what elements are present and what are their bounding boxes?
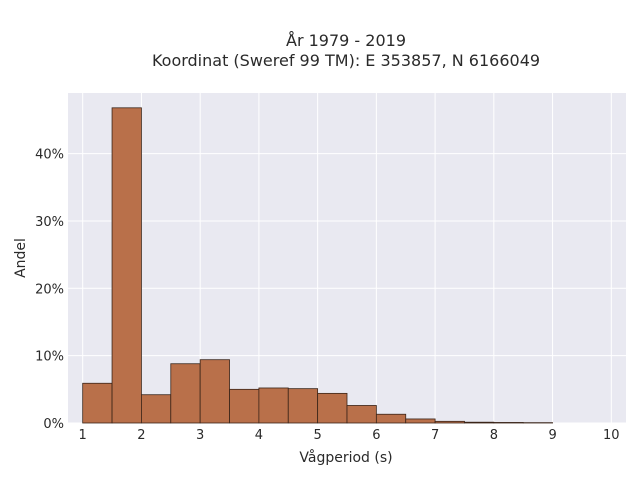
y-tick-label: 20% — [35, 282, 64, 297]
histogram-bar-1 — [112, 108, 141, 423]
histogram-bar-12 — [435, 421, 464, 423]
y-axis-label: Andel — [13, 238, 29, 278]
x-axis-label: Vågperiod (s) — [299, 449, 392, 466]
x-tick-label: 9 — [548, 428, 556, 443]
x-tick-label: 8 — [490, 428, 498, 443]
histogram-bar-7 — [288, 389, 317, 423]
histogram-bar-9 — [347, 405, 376, 423]
x-tick-label: 5 — [313, 428, 321, 443]
x-tick-label: 1 — [79, 428, 87, 443]
x-tick-label: 2 — [137, 428, 145, 443]
x-tick-label: 10 — [603, 428, 620, 443]
histogram-bar-10 — [376, 414, 405, 423]
plot-area — [68, 93, 626, 423]
histogram-bar-0 — [83, 383, 112, 423]
x-axis-ticks: 1 2 3 4 5 6 7 8 9 10 — [79, 428, 620, 443]
histogram-bar-4 — [200, 360, 229, 423]
y-tick-label: 40% — [35, 148, 64, 163]
chart-title-line2: Koordinat (Sweref 99 TM): E 353857, N 61… — [152, 51, 540, 70]
histogram-bar-2 — [141, 395, 170, 423]
x-tick-label: 4 — [255, 428, 263, 443]
histogram-bar-11 — [406, 419, 435, 423]
histogram-bar-14 — [494, 422, 523, 423]
x-tick-label: 7 — [431, 428, 439, 443]
x-tick-label: 3 — [196, 428, 204, 443]
y-tick-label: 0% — [43, 417, 64, 432]
histogram-bar-8 — [318, 393, 347, 423]
histogram-bar-13 — [464, 422, 493, 423]
y-tick-label: 10% — [35, 350, 64, 365]
histogram-bar-3 — [171, 364, 200, 423]
x-tick-label: 6 — [372, 428, 380, 443]
y-axis-ticks: 0% 10% 20% 30% 40% — [35, 148, 64, 432]
histogram-bar-5 — [230, 389, 259, 423]
histogram-bar-6 — [259, 388, 288, 423]
chart-title-line1: År 1979 - 2019 — [286, 31, 406, 50]
y-tick-label: 30% — [35, 215, 64, 230]
